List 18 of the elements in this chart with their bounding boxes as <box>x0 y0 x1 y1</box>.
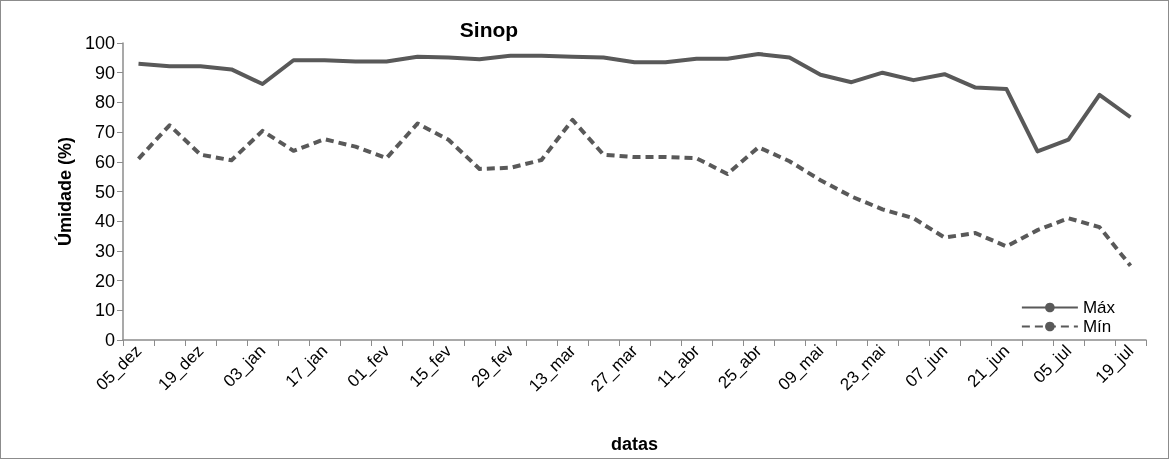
chart-title: Sinop <box>459 18 519 41</box>
y-tick-label: 30 <box>94 240 115 261</box>
legend-label: Mín <box>1082 317 1112 336</box>
x-axis-title: datas <box>610 434 659 454</box>
legend-label: Máx <box>1082 298 1116 317</box>
y-tick-label: 0 <box>104 330 115 350</box>
y-tick-label: 40 <box>94 211 115 232</box>
y-tick-label: 60 <box>94 151 115 172</box>
y-tick-label: 20 <box>94 270 115 291</box>
line-series <box>136 117 1133 268</box>
y-tick-label: 90 <box>94 62 115 83</box>
line-series <box>136 51 1133 154</box>
y-axis-title: Úmidade (%) <box>54 136 76 247</box>
y-tick-label: 10 <box>94 300 115 321</box>
y-tick-label: 80 <box>94 92 115 113</box>
y-tick-label: 70 <box>94 122 115 143</box>
y-tick-label: 50 <box>94 181 115 202</box>
y-tick-label: 100 <box>84 33 115 53</box>
